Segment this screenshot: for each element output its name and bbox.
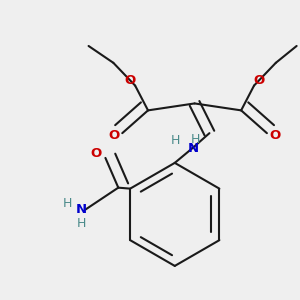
Text: H: H: [171, 134, 180, 147]
Text: H: H: [77, 217, 86, 230]
Text: O: O: [254, 74, 265, 87]
Text: O: O: [91, 148, 102, 160]
Text: H: H: [191, 133, 200, 146]
Text: H: H: [63, 197, 73, 210]
Text: O: O: [109, 129, 120, 142]
Text: O: O: [269, 129, 281, 142]
Text: N: N: [188, 142, 199, 154]
Text: O: O: [124, 74, 136, 87]
Text: N: N: [76, 203, 87, 216]
